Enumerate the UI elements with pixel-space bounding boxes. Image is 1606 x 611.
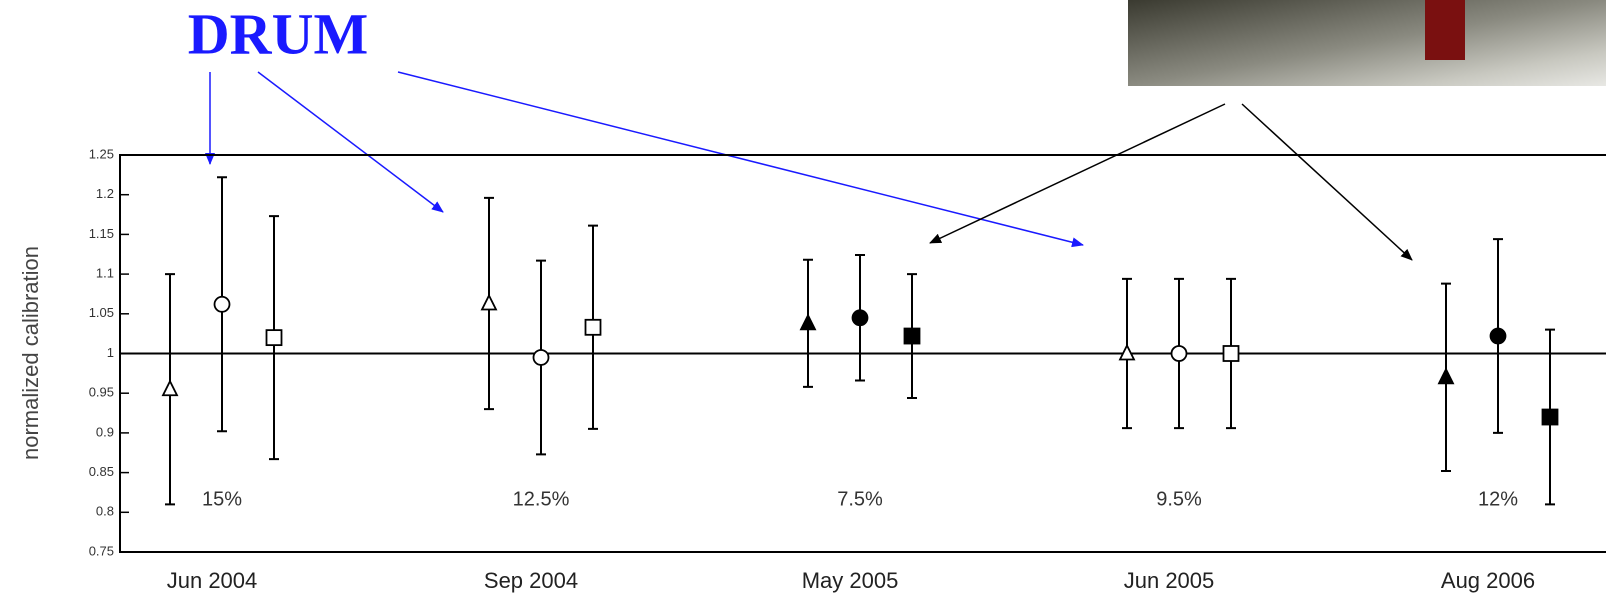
x-tick-label: Jun 2005 xyxy=(1124,568,1215,593)
group-label: 15% xyxy=(202,488,242,510)
marker-square xyxy=(1543,410,1558,425)
marker-circle xyxy=(215,297,230,312)
marker-circle xyxy=(1172,346,1187,361)
marker-circle xyxy=(1491,329,1506,344)
marker-square xyxy=(1224,346,1239,361)
y-tick-label: 1.2 xyxy=(96,186,114,201)
y-tick-label: 1 xyxy=(107,345,114,360)
marker-triangle xyxy=(163,381,177,395)
y-tick-label: 0.85 xyxy=(89,464,114,479)
page: DRUM normalized calibration 0.75 0.8 0.85 0… xyxy=(0,0,1606,611)
y-tick-label: 0.8 xyxy=(96,504,114,519)
marker-circle xyxy=(853,310,868,325)
marker-square xyxy=(267,330,282,345)
marker-triangle xyxy=(1439,369,1453,383)
annotation-arrows xyxy=(210,72,1083,245)
x-tick-label: May 2005 xyxy=(802,568,899,593)
y-tick-label: 0.9 xyxy=(96,424,114,439)
chart: DRUM normalized calibration 0.75 0.8 0.85 0… xyxy=(0,0,1606,611)
arrow xyxy=(1242,104,1412,260)
y-tick-label: 1.1 xyxy=(96,266,114,281)
y-tick-label: 1.15 xyxy=(89,226,114,241)
y-axis-label: normalized calibration xyxy=(18,246,43,460)
y-tick-label: 0.95 xyxy=(89,385,114,400)
marker-circle xyxy=(534,350,549,365)
x-tick-label: Sep 2004 xyxy=(484,568,578,593)
marker-square xyxy=(905,329,920,344)
marker-triangle xyxy=(482,295,496,309)
marker-square xyxy=(586,320,601,335)
y-tick-label: 1.05 xyxy=(89,305,114,320)
group-label: 9.5% xyxy=(1156,488,1202,510)
x-tick-label: Aug 2006 xyxy=(1441,568,1535,593)
arrow xyxy=(930,104,1225,243)
marker-triangle xyxy=(801,315,815,329)
annotation: DRUM xyxy=(188,1,368,66)
y-tick-label: 0.75 xyxy=(89,543,114,558)
photo-arrows xyxy=(930,104,1412,260)
group-label: 7.5% xyxy=(837,488,883,510)
photo-detail xyxy=(1425,0,1465,60)
y-tick-label: 1.25 xyxy=(89,146,114,161)
group-label: 12.5% xyxy=(513,488,570,510)
group-label: 12% xyxy=(1478,488,1518,510)
photo xyxy=(1128,0,1606,86)
x-tick-label: Jun 2004 xyxy=(167,568,258,593)
arrow xyxy=(258,72,443,212)
